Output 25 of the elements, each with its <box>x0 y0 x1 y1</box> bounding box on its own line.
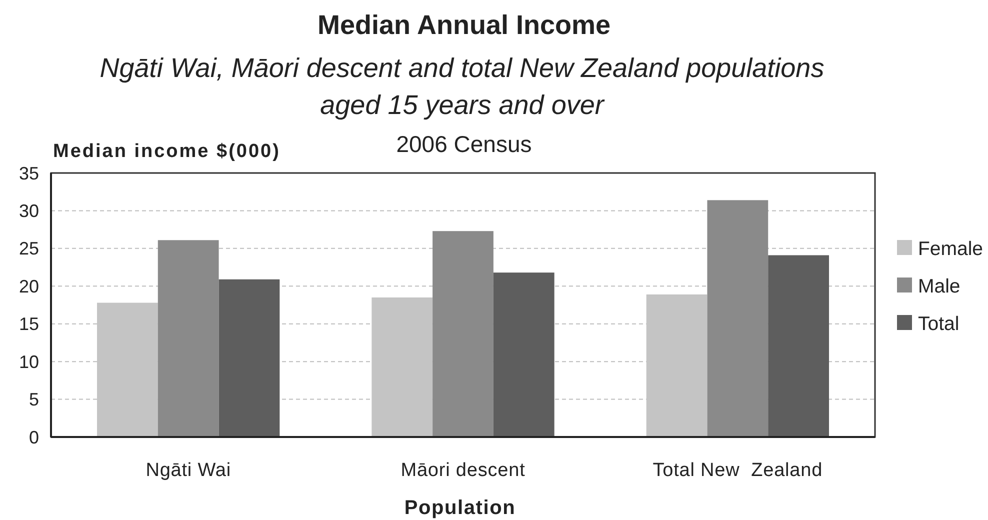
x-tick-label: Total New Zealand <box>652 460 823 481</box>
chart-title: Median Annual Income <box>317 10 611 40</box>
bar <box>707 200 768 437</box>
y-tick-label: 10 <box>18 352 39 372</box>
bar <box>493 272 554 437</box>
legend-label: Total <box>918 313 960 335</box>
chart-subtitle: Ngāti Wai, Māori descent and total New Zealand populations aged 15 years and over <box>100 53 824 120</box>
text: 2006 Census <box>396 131 532 157</box>
y-tick-label: 25 <box>18 238 39 259</box>
y-tick-label: 0 <box>28 427 39 448</box>
y-tick-label: 5 <box>28 390 39 410</box>
y-tick-label: 30 <box>18 201 39 222</box>
bar <box>768 255 829 437</box>
y-tick-label: 15 <box>18 314 39 334</box>
bar <box>432 231 494 437</box>
bar <box>158 240 219 437</box>
legend-label: Female <box>918 238 984 260</box>
x-axis-title: Population <box>404 497 516 519</box>
y-tick-label: 20 <box>18 276 39 296</box>
x-tick-label: Ngāti Wai <box>146 460 231 481</box>
legend-label: Male <box>918 276 960 298</box>
bar <box>218 279 280 437</box>
x-tick-label: Māori descent <box>400 460 526 481</box>
y-axis-title: Median income $(000) <box>53 141 280 162</box>
y-tick-label: 35 <box>18 163 39 184</box>
